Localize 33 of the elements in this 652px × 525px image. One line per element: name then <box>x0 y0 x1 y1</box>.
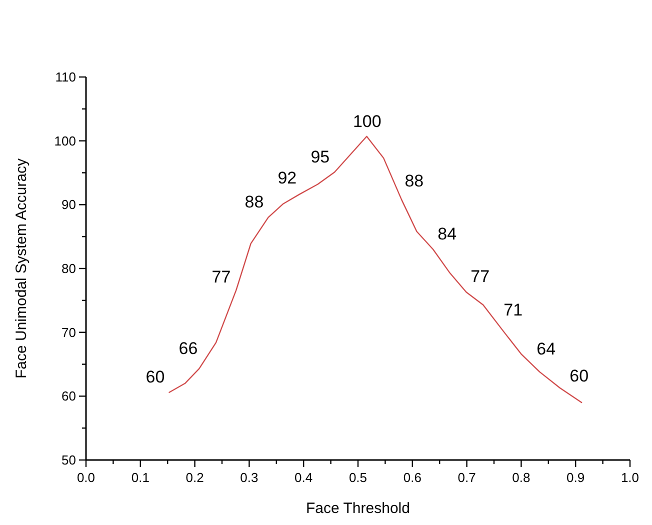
annotation: 88 <box>404 171 424 190</box>
y-tick-label: 50 <box>62 452 76 468</box>
y-tick-label: 80 <box>62 261 76 276</box>
annotation: 64 <box>536 340 556 359</box>
annotation: 100 <box>352 112 382 131</box>
x-tick-label: 1.0 <box>620 470 640 485</box>
x-tick-label: 0.3 <box>240 470 258 485</box>
y-tick-label: 90 <box>62 197 76 212</box>
x-axis-title: Face Threshold <box>306 500 410 517</box>
x-tick-label: 0.2 <box>186 470 204 485</box>
annotation: 71 <box>504 300 523 320</box>
annotation: 77 <box>212 268 231 287</box>
x-tick-label: 0.8 <box>512 470 530 485</box>
x-tick-label: 0.9 <box>566 470 585 485</box>
annotation: 60 <box>146 367 165 386</box>
x-tick-label: 0.0 <box>76 470 96 485</box>
x-tick-label: 0.7 <box>458 470 476 485</box>
y-axis-title: Face Unimodal System Accuracy <box>13 158 30 379</box>
annotation: 60 <box>570 366 589 386</box>
annotation: 84 <box>438 224 457 244</box>
annotation: 95 <box>310 147 330 166</box>
x-tick-label: 0.6 <box>403 470 422 485</box>
y-tick-label: 70 <box>62 324 76 340</box>
x-tick-label: 0.4 <box>294 470 313 485</box>
x-tick-label: 0.5 <box>348 470 368 485</box>
x-tick-label: 0.1 <box>131 470 150 485</box>
annotation: 66 <box>178 338 198 358</box>
y-tick-label: 110 <box>55 70 76 84</box>
annotation: 88 <box>244 192 264 212</box>
annotation: 77 <box>470 266 490 286</box>
y-tick-label: 60 <box>62 388 76 404</box>
y-tick-label: 100 <box>54 133 76 148</box>
annotation: 92 <box>278 168 297 188</box>
